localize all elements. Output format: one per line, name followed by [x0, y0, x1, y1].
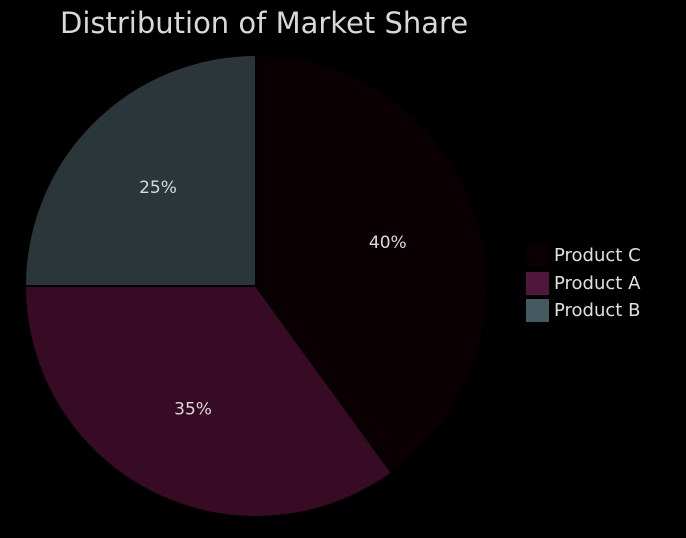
legend-item-product-b: Product B: [526, 297, 641, 325]
legend-label-product-a: Product A: [554, 272, 641, 294]
legend-swatch-product-a: [526, 271, 549, 295]
legend-label-product-b: Product B: [554, 300, 641, 322]
legend-item-product-a: Product A: [526, 270, 641, 298]
legend-swatch-product-c: [526, 244, 549, 268]
legend-item-product-c: Product C: [526, 242, 641, 270]
chart-title: Distribution of Market Share: [60, 6, 469, 40]
legend-swatch-product-b: [526, 299, 549, 323]
pie-slice-product-b: [23, 53, 257, 287]
legend-label-product-c: Product C: [554, 245, 641, 267]
slice-label-product-a: 35%: [174, 399, 212, 419]
pie-slice-product-a: [23, 285, 394, 518]
pie-slice-product-c: [255, 53, 488, 475]
legend: Product C Product A Product B: [526, 242, 641, 325]
slice-label-product-b: 25%: [139, 178, 177, 198]
slice-label-product-c: 40%: [369, 233, 407, 253]
